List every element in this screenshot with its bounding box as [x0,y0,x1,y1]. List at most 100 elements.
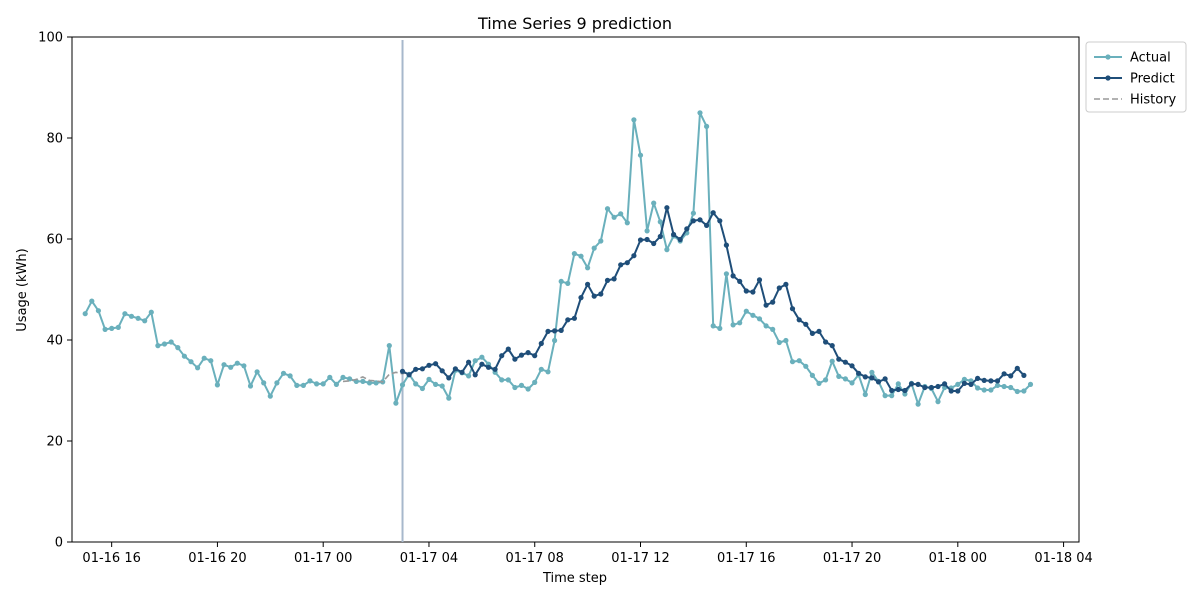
data-point-predict [737,278,743,284]
data-point-actual [730,322,736,328]
data-point-actual [115,324,121,330]
data-point-actual [631,117,637,123]
x-tick-label: 01-17 16 [717,551,775,566]
data-point-actual [433,381,439,387]
legend-box [1085,41,1187,113]
data-point-actual [796,358,802,364]
data-point-predict [538,340,544,347]
data-point-actual [644,228,650,234]
data-point-actual [869,369,875,375]
data-point-actual [750,312,756,318]
data-point-actual [109,325,115,331]
data-point-predict [842,359,849,365]
x-axis-label: Time step [542,571,607,586]
data-point-actual [241,363,247,369]
data-point-predict [552,328,558,334]
data-point-actual [690,210,697,216]
data-point-predict [585,281,591,287]
legend-label-history: History [1130,93,1177,108]
data-point-actual [307,378,313,384]
x-tick-label: 01-17 08 [506,551,564,566]
data-point-predict [591,293,597,299]
data-point-actual [717,325,723,331]
x-tick-label: 01-17 04 [400,551,458,566]
data-point-actual [267,393,273,399]
data-point-actual [756,316,763,322]
data-point-actual [862,391,868,398]
data-point-predict [902,387,908,394]
x-tick-label: 01-17 00 [294,551,352,566]
data-point-predict [796,317,802,323]
data-point-actual [558,278,564,284]
plot-area: 0 20 40 60 80 100 01-16 16 01-16 20 01-17 00 01-1… [38,31,1093,567]
data-point-actual [704,123,710,129]
data-point-actual [102,326,108,332]
data-point-predict [743,288,749,294]
data-point-actual [598,238,604,244]
data-point-predict [1008,373,1014,379]
data-point-actual [552,337,558,344]
data-point-actual [1008,384,1014,391]
data-point-actual [823,377,829,383]
data-point-actual [1001,383,1007,390]
y-tick-label: 20 [46,435,63,450]
data-point-actual [333,381,339,387]
data-point-predict [803,321,809,327]
data-point-predict [1014,365,1020,371]
data-point-predict [823,339,829,345]
data-point-actual [525,386,531,392]
data-point-predict [433,361,439,367]
data-point-predict [1021,372,1027,378]
data-point-actual [122,311,128,317]
x-tick-label: 01-17 12 [611,551,669,566]
data-point-actual [565,280,571,286]
data-point-actual [571,251,578,257]
data-point-actual [783,337,789,344]
data-point-actual [148,309,154,315]
data-point-actual [637,152,644,158]
data-point-predict [856,370,862,376]
data-point-actual [472,358,478,364]
data-point-predict [399,368,406,374]
data-point-actual [360,378,366,384]
data-point-actual [518,382,525,388]
data-point-actual [789,359,796,365]
data-point-predict [756,277,763,283]
x-tick-label: 01-17 20 [823,551,881,566]
data-point-predict [545,328,551,334]
data-point-predict [697,217,703,223]
data-point-predict [915,381,921,387]
legend-label-predict: Predict [1130,72,1175,87]
data-point-predict [869,375,875,381]
data-point-predict [889,387,895,394]
data-point-actual [994,382,1001,388]
data-point-predict [571,315,578,321]
data-point-predict [618,262,624,268]
data-point-predict [637,237,644,243]
data-point-actual [1027,381,1034,387]
data-point-actual [532,379,538,385]
data-point-predict [895,386,901,393]
data-point-actual [95,308,101,314]
data-point-predict [472,372,478,378]
data-point-predict [763,302,769,308]
data-point-actual [340,374,346,380]
data-point-predict [836,356,842,362]
data-point-predict [789,306,796,312]
data-point-actual [915,401,921,407]
data-point-predict [908,381,915,387]
data-point-actual [585,265,591,271]
data-point-predict [730,273,736,279]
data-point-actual [770,326,776,332]
data-point-predict [644,236,650,243]
data-point-predict [961,380,968,386]
data-point-actual [161,341,168,347]
data-point-actual [499,377,505,383]
data-point-predict [512,356,518,362]
data-point-predict [518,352,525,358]
data-point-predict [677,236,683,243]
data-point-predict [770,299,776,305]
y-tick-label: 60 [46,233,63,248]
data-point-actual [842,376,849,382]
